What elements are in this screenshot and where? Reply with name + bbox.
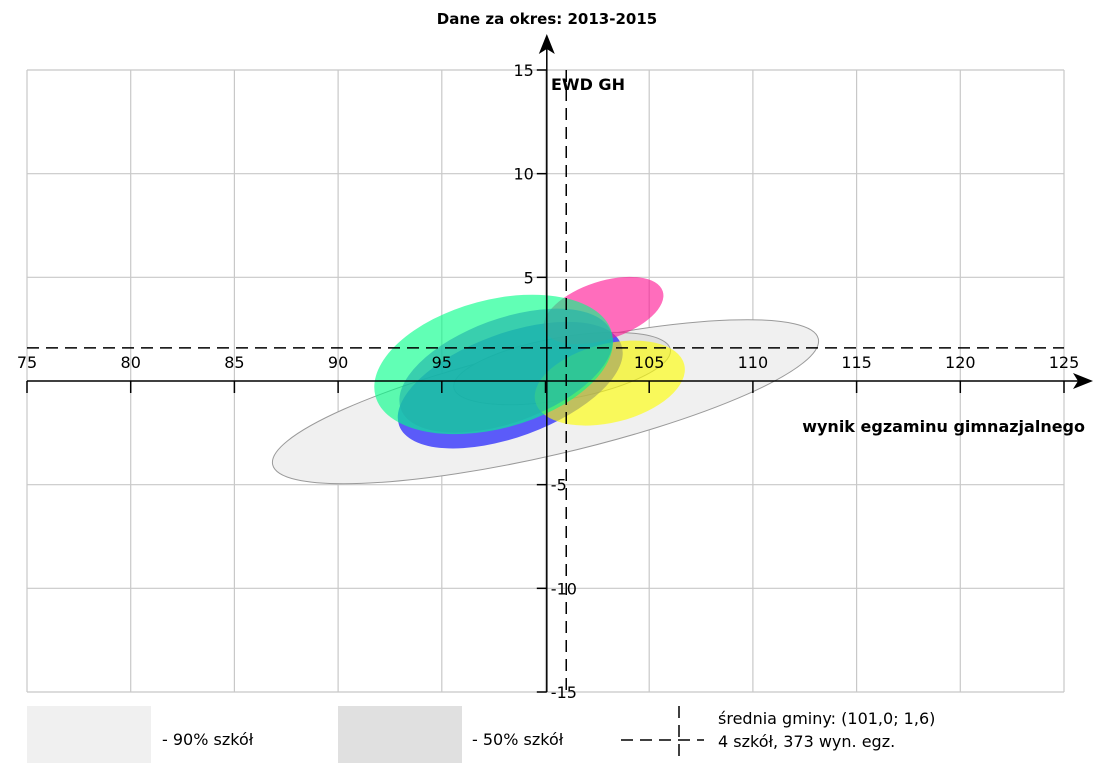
x-tick-label: 90 — [328, 353, 348, 372]
y-axis-arrow — [538, 34, 555, 54]
series-ellipses — [374, 276, 685, 449]
x-tick-label: 95 — [432, 353, 452, 372]
legend-count-label: 4 szkół, 373 wyn. egz. — [718, 732, 895, 751]
legend: - 90% szkół - 50% szkół średnia gminy: (… — [27, 706, 935, 763]
x-tick-label: 75 — [17, 353, 37, 372]
legend-swatch-50 — [338, 706, 462, 763]
chart-title: Dane za okres: 2013-2015 — [437, 10, 657, 28]
y-tick-label: -5 — [551, 476, 567, 495]
x-tick-label: 105 — [634, 353, 665, 372]
x-tick-label: 115 — [841, 353, 872, 372]
y-axis-title: EWD GH — [551, 75, 625, 94]
y-tick-label: 10 — [513, 165, 533, 184]
axes — [26, 34, 1093, 693]
x-tick-label: 125 — [1049, 353, 1080, 372]
x-tick-label: 110 — [738, 353, 769, 372]
y-tick-label: 15 — [513, 61, 533, 80]
y-tick-label: -15 — [551, 683, 577, 702]
y-tick-label: -10 — [551, 579, 577, 598]
x-axis-arrow — [1073, 373, 1093, 389]
legend-label-90: - 90% szkół — [162, 730, 254, 749]
y-tick-label: 5 — [524, 268, 534, 287]
x-tick-label: 85 — [224, 353, 244, 372]
legend-swatch-90 — [27, 706, 151, 763]
legend-label-50: - 50% szkół — [472, 730, 564, 749]
x-tick-label: 120 — [945, 353, 976, 372]
x-tick-label: 80 — [121, 353, 141, 372]
x-axis-title: wynik egzaminu gimnazjalnego — [802, 417, 1085, 436]
series-ellipse-5 — [399, 308, 613, 433]
legend-mean-label: średnia gminy: (101,0; 1,6) — [718, 709, 935, 728]
